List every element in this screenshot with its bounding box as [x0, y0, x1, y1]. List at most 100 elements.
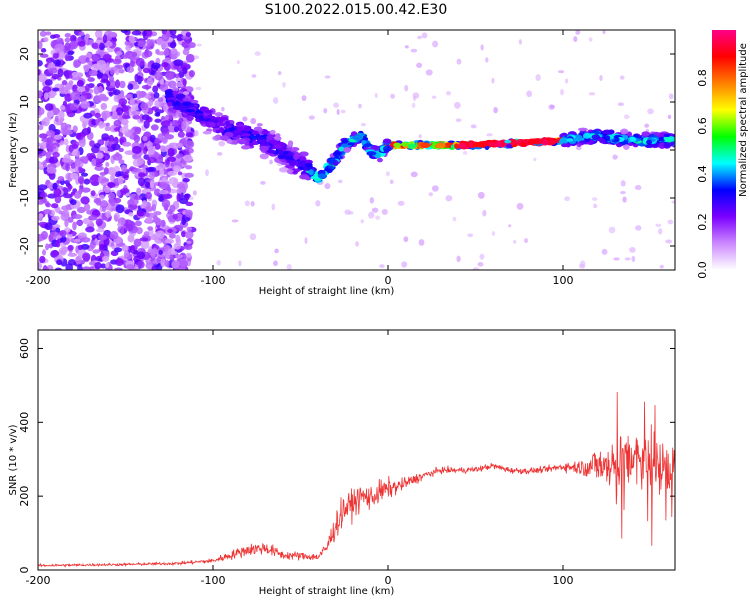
spectrogram-cell [266, 135, 274, 140]
spectrogram-cell [88, 69, 98, 77]
spectrogram-cell [401, 261, 408, 268]
spectrogram-cell [64, 37, 71, 43]
spectrogram-cell [40, 48, 47, 53]
spectrogram-cell [217, 151, 223, 156]
spectrogram-cell [125, 223, 134, 232]
spectrogram-cell [171, 109, 177, 114]
spectrogram-cell [135, 57, 145, 67]
spectrogram-cell [38, 262, 43, 270]
spectrogram-cell [188, 41, 196, 49]
spectrogram-cell [73, 191, 82, 199]
spectrogram-cell [617, 102, 624, 106]
spectrogram-cell [103, 186, 111, 194]
spectrogram-cell [96, 152, 104, 159]
spectrogram-cell [101, 133, 110, 141]
spectrogram-cell [75, 255, 82, 265]
spectrogram-cell [184, 140, 195, 149]
spectrogram-cell [77, 41, 86, 47]
spectrogram-cell [152, 85, 159, 93]
spectrogram-cell [175, 142, 184, 149]
spectrogram-cell [114, 267, 123, 270]
spectrogram-cell [360, 219, 364, 224]
spectrogram-cell [301, 95, 307, 102]
spectrogram-cell [428, 192, 434, 197]
spectrogram-cell [73, 238, 81, 243]
spectrogram-cell [72, 221, 77, 231]
spectrogram-cell [87, 77, 95, 83]
spectrogram-cell [167, 228, 174, 234]
spectrogram-cell [109, 231, 119, 240]
spectrogram-cell [96, 59, 107, 69]
spectrogram-cell [477, 262, 484, 267]
spectrogram-cell [83, 203, 91, 212]
spectrogram-cell [129, 245, 136, 254]
spectrogram-cell [58, 118, 64, 125]
spectrogram-cell [132, 93, 138, 99]
spectrogram-cell [78, 166, 83, 172]
spectrogram-cell [445, 195, 453, 202]
spectrogram-cell [132, 114, 141, 120]
spectrogram-cell [54, 227, 61, 233]
spectrogram-cell [193, 130, 199, 137]
spectrogram-cell [385, 171, 390, 177]
spectrogram-cell [470, 124, 477, 129]
spectrogram-cell [203, 109, 214, 114]
spectrogram-cell [119, 80, 126, 89]
spectrogram-cell [185, 165, 193, 170]
spectrogram-cell [184, 172, 194, 178]
spectrogram-cell [186, 226, 193, 231]
spectrogram-cell [612, 154, 618, 160]
spectrogram-cell [94, 165, 104, 171]
spectrogram-cell [186, 127, 191, 134]
spectrogram-cell [120, 30, 129, 34]
spectrogram-cell [51, 87, 60, 92]
spectrogram-cell [119, 126, 130, 134]
spectrogram-cell [182, 178, 190, 183]
spectrogram-cell [57, 68, 64, 78]
spectrogram-cell [83, 178, 91, 185]
spectrogram-cell [144, 181, 151, 189]
spectrogram-cell [38, 160, 42, 169]
spectrogram-cell [59, 104, 66, 111]
spectrogram-cell [69, 40, 79, 50]
spectrogram-cell [120, 188, 130, 194]
spectrogram-cell [96, 228, 105, 233]
spectrogram-cell [653, 131, 660, 136]
spectrogram-cell [85, 226, 95, 233]
spectrogram-cell [293, 152, 302, 157]
spectrogram-cell [401, 141, 408, 147]
spectrogram-cell [133, 238, 142, 247]
colorbar-label: Normalized spectral amplitude [738, 43, 749, 197]
spectrogram-cell [147, 61, 152, 68]
spectrogram-cell [274, 248, 279, 254]
snr-y-tick-label: 200 [18, 486, 31, 507]
spectrogram-cell [282, 81, 286, 88]
spectrogram-cell [667, 219, 674, 225]
spectrogram-cell [374, 93, 378, 99]
spectrogram-cell [105, 162, 110, 167]
spectrogram-cell [163, 62, 171, 71]
spectrogram-cell [407, 143, 417, 150]
spectrogram-cell [604, 135, 611, 142]
spectrogram-cell [627, 142, 634, 146]
spectrogram-cell [169, 41, 177, 49]
spectrogram-cell [99, 42, 105, 51]
spectrogram-cell [64, 218, 69, 228]
spectrogram-cell [523, 238, 529, 244]
spectrogram-cell [122, 115, 131, 120]
spectrogram-cell [506, 143, 512, 149]
spectrogram-cell [82, 156, 89, 165]
spectrogram-cell [42, 249, 47, 256]
spectrogram-cell [157, 97, 164, 103]
spectrogram-cell [332, 151, 341, 157]
spectrogram-cell [382, 145, 391, 152]
spectrogram-cell [172, 213, 178, 220]
spectrogram-cell [95, 218, 103, 227]
spectrogram-cell [43, 116, 52, 122]
spectrogram-cell [100, 263, 107, 269]
spectrogram-cell [61, 79, 68, 86]
spectrogram-cell [338, 179, 343, 184]
spectrogram-cell [78, 55, 88, 64]
spectrogram-cell [368, 211, 375, 219]
spectrogram-cell [44, 103, 54, 111]
